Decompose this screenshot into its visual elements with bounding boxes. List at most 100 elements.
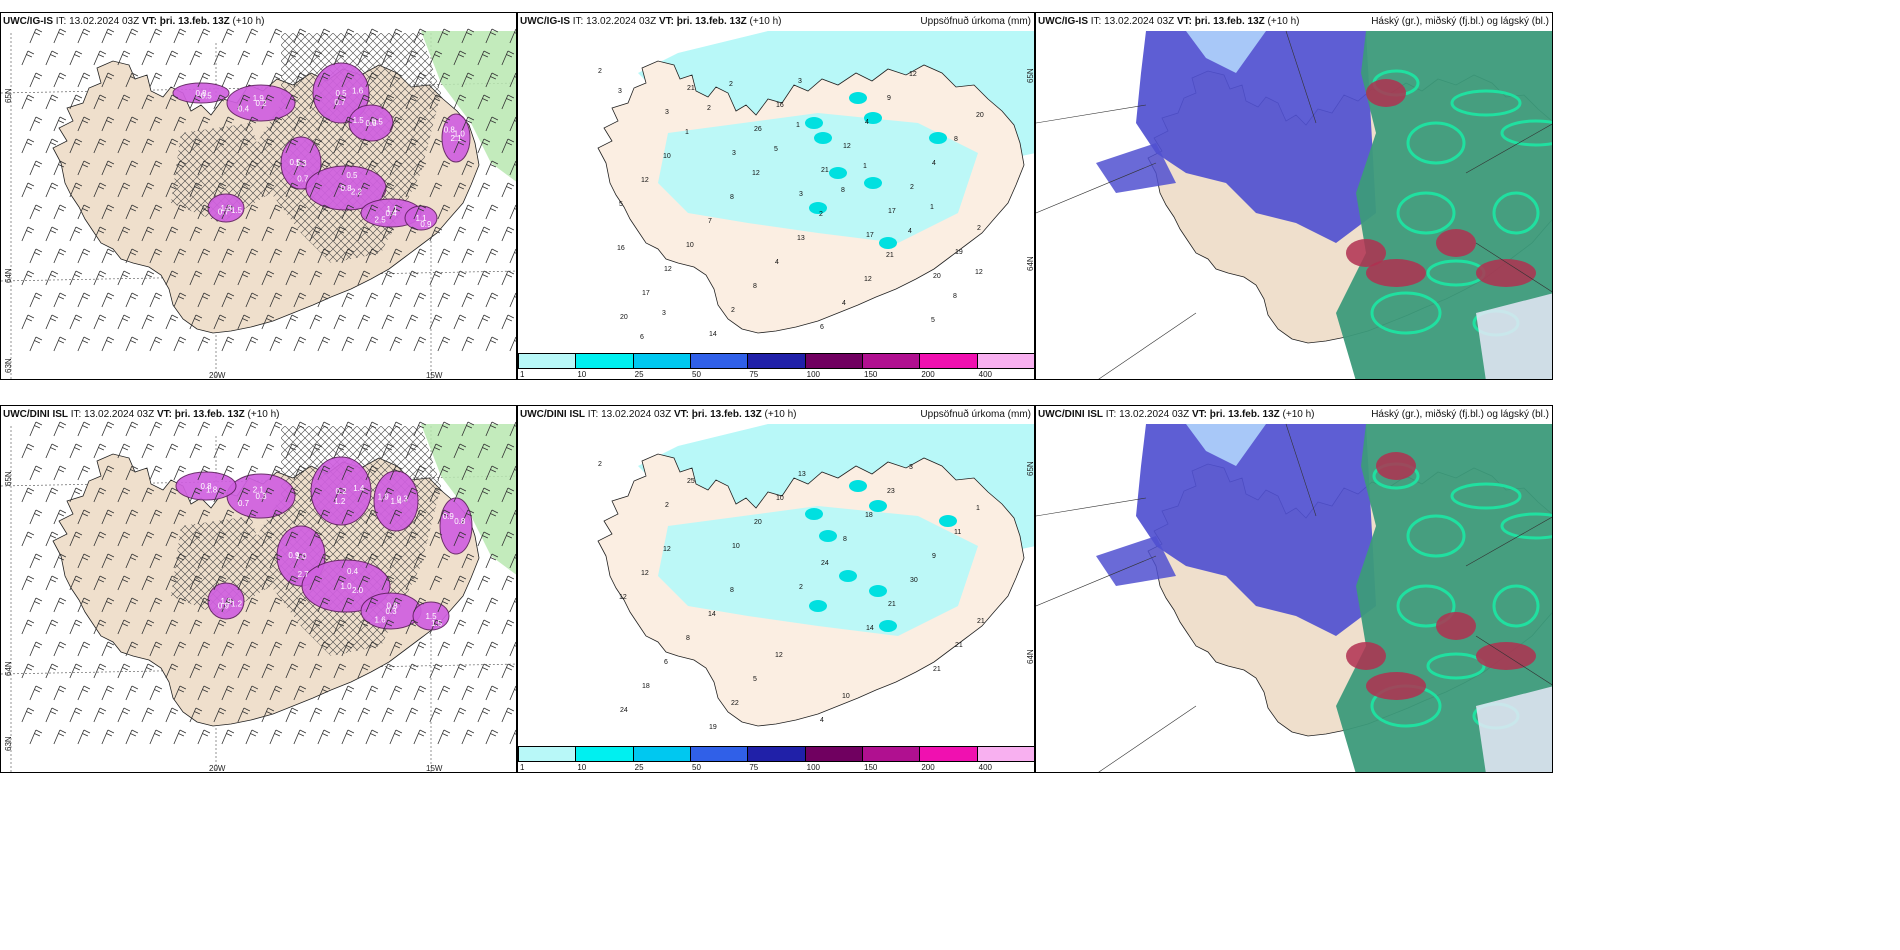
precip-value: 3 [798, 78, 802, 85]
lat-label-65n: 65N [4, 88, 13, 103]
precip-blob [439, 497, 473, 555]
precip-peak [809, 202, 827, 214]
mid-cloud [1366, 259, 1426, 287]
legend-tick: 25 [634, 370, 644, 379]
wind-value: 0.4 [347, 567, 359, 576]
precip-blob [373, 470, 419, 532]
wind-value: 1.5 [425, 612, 437, 621]
precip-value: 21 [821, 167, 829, 174]
wind-value: 0.7 [238, 499, 250, 508]
high-cloud-contour [1500, 512, 1552, 540]
high-cloud-contour [1370, 291, 1442, 335]
wind-value: 1.0 [454, 130, 466, 139]
precip-value: 7 [708, 218, 712, 225]
precip-value: 3 [618, 88, 622, 95]
precip-value: 8 [686, 635, 690, 642]
wind-value: 1.9 [220, 597, 232, 606]
precip-value: 24 [620, 707, 628, 714]
precip-value: 2 [665, 502, 669, 509]
precip-peak [809, 600, 827, 612]
precip-value: 21 [888, 601, 896, 608]
mid-cloud [1476, 642, 1536, 670]
mid-cloud [1366, 79, 1406, 107]
lat-label-65n: 65N [1026, 68, 1035, 83]
panel-dini-wind: 0.3 1.2 1.9 1.0 2.0 1.6 1.9 0.8 1.5 0.8 2.1 1.4 1.4 0… [0, 405, 517, 773]
legend-tick: 75 [749, 763, 759, 772]
legend-tick: 25 [634, 763, 644, 772]
precip-value: 30 [910, 577, 918, 584]
panel-title: UWC/DINI ISL IT: 13.02.2024 03Z VT: þri.… [520, 409, 797, 420]
low-cloud-thin [1186, 31, 1266, 73]
precip-blob [207, 193, 245, 223]
precip-value: 13 [797, 235, 805, 242]
legend-swatch [518, 746, 577, 762]
legend-tick: 50 [692, 370, 701, 379]
map-dini-wind: 0.31.21.91.02.01.61.90.81.50.8 2.1 1.41.40… [1, 421, 516, 772]
precip-blob [441, 113, 471, 163]
precip-peak [929, 132, 947, 144]
map-igis-clouds [1036, 30, 1552, 379]
wind-value: 0.3 [255, 492, 267, 501]
precip-blob [226, 84, 296, 122]
precip-value: 6 [664, 659, 668, 666]
precip-value: 2 [731, 307, 735, 314]
precip-value: 12 [664, 266, 672, 273]
wind-value: 2.1 [450, 134, 462, 143]
wind-value: 0.4 [238, 105, 250, 114]
wind-value: 0.9 [420, 220, 432, 229]
wind-value: 2.1 [253, 486, 265, 495]
mid-cloud [1476, 259, 1536, 287]
high-cloud-contour [1500, 119, 1552, 147]
legend-swatch [976, 353, 1034, 369]
wind-barbs [21, 28, 516, 352]
precip-value: 26 [754, 126, 762, 133]
wind-value: 0.5 [201, 91, 213, 100]
wind-value: 1.2 [231, 600, 243, 609]
precip-value: 2 [910, 184, 914, 191]
lat-label-64n: 64N [1026, 256, 1035, 271]
wind-value: 1.5 [231, 206, 243, 215]
lat-label-65n: 65N [1026, 461, 1035, 476]
wind-value: 0.8 [444, 125, 456, 134]
precip-value: 4 [820, 717, 824, 724]
precip-value: 24 [821, 560, 829, 567]
precip-value: 17 [888, 208, 896, 215]
lat-label-64n: 64N [4, 268, 13, 283]
precip-value: 1 [685, 129, 689, 136]
wind-value: 1.6 [352, 86, 364, 95]
high-cloud-contour [1450, 89, 1522, 117]
panel-igis-clouds: UWC/IG-IS IT: 13.02.2024 03Z VT: þri. 13… [1035, 12, 1553, 380]
precip-value: 12 [619, 594, 627, 601]
wind-value: 0.9 [288, 551, 300, 560]
wind-value: 1.1 [415, 214, 427, 223]
panel-igis-precip: 2 3 3 3 17 20 20 21 26 21 17 19 17 14 16 12 2 2 12 2 3 4 4 5 10 8… [517, 12, 1035, 380]
precip-blob [404, 205, 438, 231]
precip-peak [879, 237, 897, 249]
hatch-area [171, 123, 271, 223]
map-igis-precip: 2333172020212621171917141612221223445108… [518, 31, 1034, 379]
precip-blob [207, 582, 245, 620]
low-cloud [1136, 31, 1376, 243]
wind-value: 2.7 [298, 570, 310, 579]
precip-value: 14 [708, 611, 716, 618]
precip-value: 4 [932, 160, 936, 167]
legend-swatch [976, 746, 1034, 762]
precip-value: 6 [640, 334, 644, 341]
legend-swatch [575, 353, 634, 369]
panel-right-title: Uppsöfnuð úrkoma (mm) [920, 409, 1031, 420]
legend-tick: 400 [978, 763, 993, 772]
high-cloud-contour [1406, 514, 1466, 558]
precip-type-shade [421, 424, 516, 575]
precip-value: 3 [732, 150, 736, 157]
high-cloud [1336, 31, 1552, 379]
precip-value: 8 [841, 187, 845, 194]
precip-value: 19 [709, 724, 717, 731]
mid-cloud [1346, 642, 1386, 670]
precip-value: 12 [641, 570, 649, 577]
precip-peak [805, 508, 823, 520]
wind-value: 1.0 [295, 552, 307, 561]
legend-swatch [632, 353, 691, 369]
high-cloud-contour [1492, 191, 1540, 235]
precip-value: 8 [753, 283, 757, 290]
precip-value: 21 [687, 85, 695, 92]
